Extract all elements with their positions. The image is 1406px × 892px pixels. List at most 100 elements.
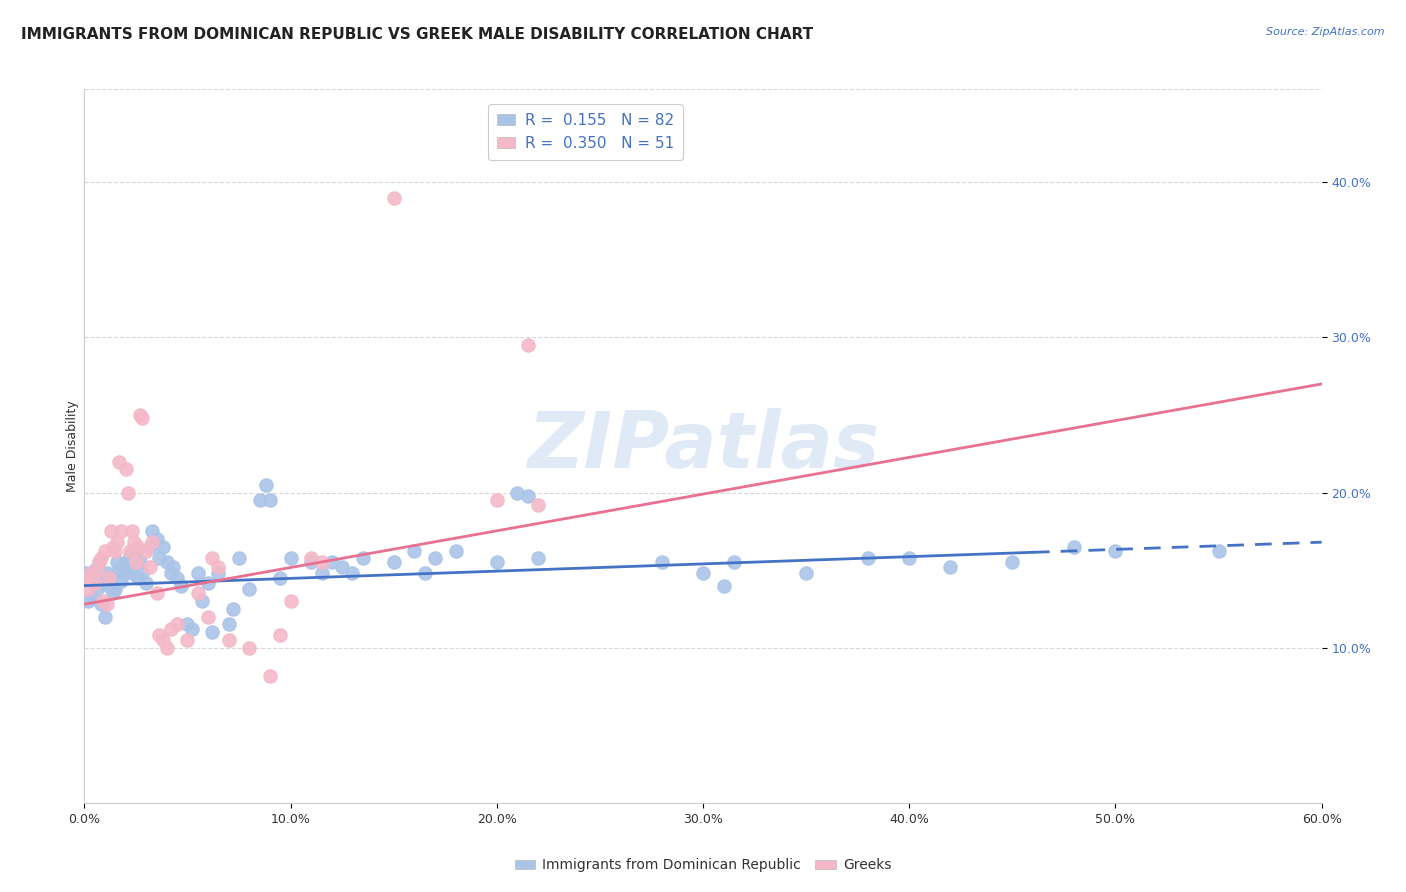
Point [77,582,100,596]
Point [898,550,921,565]
Point [191,594,214,608]
Point [299,555,322,569]
Point [156,555,179,569]
Point [117,485,139,500]
Point [299,550,322,565]
Point [87,555,110,569]
Point [135,544,157,558]
Point [201,550,224,565]
Point [311,566,333,581]
Point [516,489,538,503]
Point [127,571,149,585]
Point [280,550,302,565]
Point [100,571,122,585]
Point [100,524,122,539]
Point [79,566,101,581]
Y-axis label: Male Disability: Male Disability [66,401,79,491]
Point [110,574,132,588]
Point [162,560,184,574]
Point [723,555,745,569]
Point [311,555,333,569]
Point [651,555,673,569]
Point [121,566,143,581]
Point [201,625,224,640]
Point [94,544,117,558]
Point [423,550,446,565]
Point [413,566,436,581]
Point [118,544,141,558]
Point [259,668,281,682]
Point [170,579,193,593]
Point [103,540,125,554]
Point [207,566,229,581]
Point [222,602,245,616]
Point [114,462,136,476]
Point [145,532,167,546]
Point [176,632,198,647]
Point [1104,544,1126,558]
Point [527,550,550,565]
Point [125,555,148,569]
Point [141,535,163,549]
Point [794,566,817,581]
Point [83,575,105,590]
Point [148,628,170,642]
Point [91,594,114,608]
Point [382,191,405,205]
Point [218,617,240,632]
Point [259,493,281,508]
Point [180,622,202,636]
Point [117,560,139,574]
Point [207,560,229,574]
Point [98,571,121,585]
Point [82,591,104,605]
Point [105,535,128,549]
Point [160,622,183,636]
Point [90,550,112,565]
Point [108,454,131,468]
Point [94,609,117,624]
Point [141,524,163,539]
Point [108,563,131,577]
Point [122,535,145,549]
Point [131,411,153,425]
Point [516,338,538,352]
Point [87,555,110,569]
Point [152,540,174,554]
Point [218,632,240,647]
Point [485,555,508,569]
Point [692,566,714,581]
Point [254,477,277,491]
Point [86,563,108,577]
Point [404,544,426,558]
Point [127,540,149,554]
Point [166,617,188,632]
Point [75,566,97,581]
Point [1208,544,1230,558]
Point [83,563,105,577]
Point [139,540,162,554]
Point [98,579,121,593]
Point [90,597,112,611]
Point [75,571,97,585]
Point [129,408,152,422]
Point [77,594,100,608]
Point [269,571,291,585]
Point [506,485,529,500]
Point [330,560,353,574]
Point [187,586,209,600]
Point [527,498,550,512]
Point [249,493,271,508]
Point [269,628,291,642]
Point [112,566,135,581]
Point [145,586,167,600]
Point [91,575,114,590]
Point [105,555,128,569]
Point [713,579,735,593]
Point [152,632,174,647]
Point [122,550,145,565]
Point [280,594,302,608]
Point [103,586,125,600]
Point [131,566,153,581]
Point [444,544,467,558]
